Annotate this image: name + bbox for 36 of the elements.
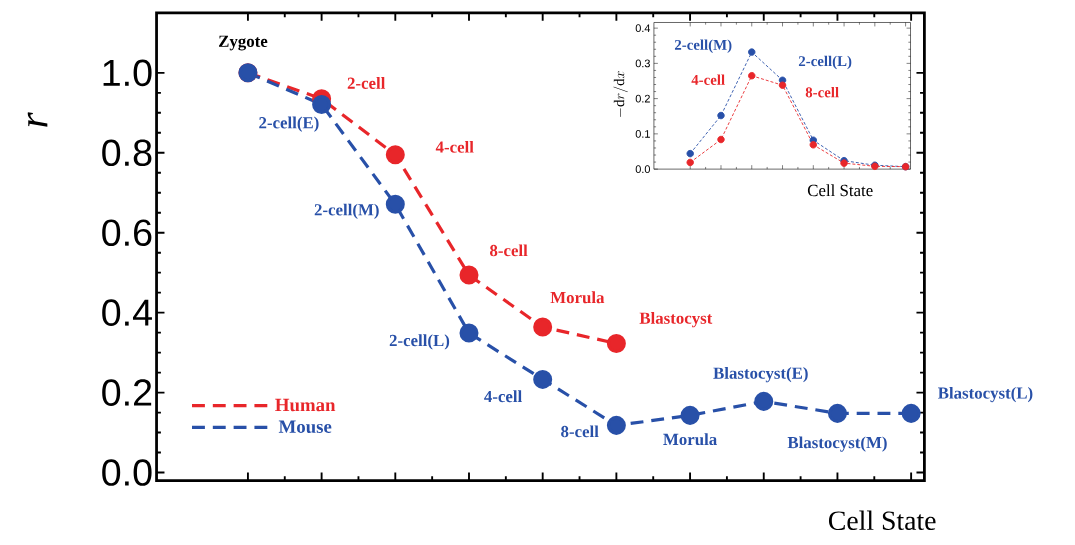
annotation: 2-cell(M) [674, 39, 732, 53]
annotation: 2-cell [347, 77, 386, 89]
annotation: Morula [550, 291, 605, 304]
y-axis-title: $-\mathrm{d}r/\mathrm{d}x$ [613, 71, 628, 117]
y-tick-label: 0.0 [635, 165, 650, 174]
x-axis-title: Cell State [828, 510, 936, 531]
legend-label: Human [275, 398, 336, 412]
annotation: 8-cell [805, 86, 839, 98]
annotation: 8-cell [490, 244, 528, 257]
annotation: Zygote [218, 35, 268, 51]
annotation: 2-cell(L) [798, 55, 852, 70]
y-tick-label: 0.2 [102, 379, 152, 406]
y-tick-label: 0.0 [102, 459, 152, 486]
annotation: 2-cell(L) [389, 334, 450, 350]
y-tick-label: 0.4 [635, 24, 651, 33]
y-tick-label: 0.1 [635, 130, 650, 138]
y-tick-label: 0.4 [102, 299, 152, 327]
y-tick-label: 0.8 [102, 139, 152, 167]
annotation: 4-cell [484, 390, 522, 403]
annotation: Morula [663, 433, 717, 446]
y-tick-label: 0.6 [102, 219, 152, 247]
y-tick-label: 0.3 [635, 59, 650, 68]
y-tick-label: 0.2 [635, 94, 650, 103]
annotation: Blastocyst(M) [787, 436, 887, 452]
y-tick-label: 1.0 [103, 59, 152, 87]
legend-label: Mouse [278, 420, 332, 434]
annotation: Blastocyst(E) [713, 367, 808, 383]
y-axis-title: r [27, 112, 48, 127]
annotation: 4-cell [435, 140, 474, 153]
annotation: 2-cell(E) [259, 116, 319, 132]
text: Blastocyst(L) [938, 386, 1033, 403]
annotation: Blastocyst [639, 312, 713, 328]
annotation: 2-cell(M) [314, 203, 379, 219]
annotation: 4-cell [691, 74, 725, 85]
x-axis-title: Cell State [807, 184, 873, 197]
annotation: 8-cell [561, 425, 599, 438]
